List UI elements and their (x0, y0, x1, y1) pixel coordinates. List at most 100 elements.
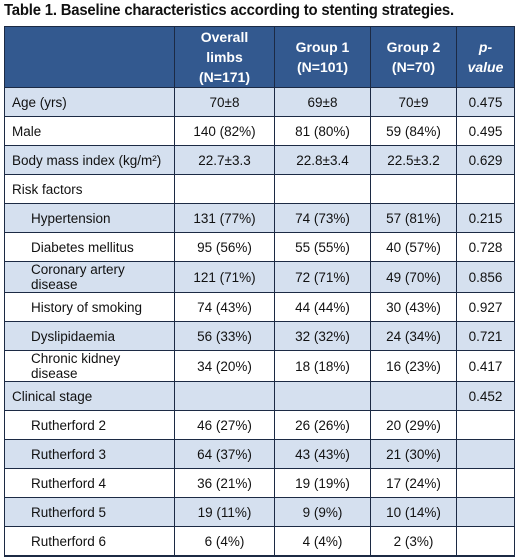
table-row: Risk factors (4, 174, 515, 204)
table-row: Rutherford 3 64 (37%) 43 (43%) 21 (30%) (4, 439, 515, 469)
table-row: Coronary artery disease 121 (71%) 72 (71%)… (4, 261, 515, 293)
group-2-cell: 59 (84%) (370, 116, 457, 146)
p-value-cell: 0.856 (456, 261, 515, 293)
p-value-cell (456, 410, 515, 440)
group-2-cell: 24 (34%) (370, 321, 457, 351)
table-row: Rutherford 5 19 (11%) 9 (9%) 10 (14%) (4, 497, 515, 527)
group-2-cell: 10 (14%) (370, 497, 457, 527)
table-row: Age (yrs) 70±8 69±8 70±9 0.475 (4, 87, 515, 117)
overall-limbs-cell: 131 (77%) (174, 203, 275, 233)
table-container: Table 1. Baseline characteristics accord… (4, 2, 515, 557)
row-label-cell: Rutherford 2 (4, 410, 175, 440)
overall-limbs-cell: 140 (82%) (174, 116, 275, 146)
overall-limbs-cell: 95 (56%) (174, 232, 275, 262)
p-value-cell: 0.927 (456, 292, 515, 322)
table-row: Hypertension 131 (77%) 74 (73%) 57 (81%) 0.2… (4, 203, 515, 233)
table-row: History of smoking 74 (43%) 44 (44%) 30 (43… (4, 292, 515, 322)
row-label-cell: Chronic kidney disease (4, 350, 175, 382)
group-2-cell (370, 174, 457, 204)
row-label-cell: Rutherford 5 (4, 497, 175, 527)
header-overall-limbs-n: (N=171) (199, 69, 250, 85)
group-2-cell: 16 (23%) (370, 350, 457, 382)
table-row: Dyslipidaemia 56 (33%) 32 (32%) 24 (34%) 0.7… (4, 321, 515, 351)
group-1-cell: 44 (44%) (274, 292, 371, 322)
row-label-cell: Body mass index (kg/m²) (4, 145, 175, 175)
header-p-value: p-value (456, 26, 515, 88)
group-1-cell: 69±8 (274, 87, 371, 117)
overall-limbs-cell: 121 (71%) (174, 261, 275, 293)
group-1-cell: 55 (55%) (274, 232, 371, 262)
p-value-cell: 0.452 (456, 381, 515, 411)
p-value-cell (456, 497, 515, 527)
group-1-cell (274, 381, 371, 411)
table-row: Male 140 (82%) 81 (80%) 59 (84%) 0.495 (4, 116, 515, 146)
header-overall-limbs-title: Overall limbs (200, 29, 249, 65)
row-label-cell: Rutherford 3 (4, 439, 175, 469)
table-row: Body mass index (kg/m²) 22.7±3.3 22.8±3.4 2… (4, 145, 515, 175)
group-1-cell: 43 (43%) (274, 439, 371, 469)
header-group-1-n: (N=101) (297, 59, 348, 75)
group-1-cell: 22.8±3.4 (274, 145, 371, 175)
overall-limbs-cell: 6 (4%) (174, 526, 275, 557)
table-row: Rutherford 2 46 (27%) 26 (26%) 20 (29%) (4, 410, 515, 440)
p-value-cell (456, 174, 515, 204)
overall-limbs-cell: 34 (20%) (174, 350, 275, 382)
row-label-cell: Rutherford 6 (4, 526, 175, 557)
overall-limbs-cell (174, 381, 275, 411)
table-body: Age (yrs) 70±8 69±8 70±9 0.475 Male 140 (82%) 8… (4, 87, 515, 557)
group-2-cell: 70±9 (370, 87, 457, 117)
header-overall-limbs: Overall limbs (N=171) (174, 26, 275, 88)
group-2-cell (370, 381, 457, 411)
p-value-cell: 0.417 (456, 350, 515, 382)
overall-limbs-cell (174, 174, 275, 204)
row-label-cell: Diabetes mellitus (4, 232, 175, 262)
p-value-cell: 0.629 (456, 145, 515, 175)
overall-limbs-cell: 70±8 (174, 87, 275, 117)
group-2-cell: 30 (43%) (370, 292, 457, 322)
table-caption: Table 1. Baseline characteristics accord… (4, 2, 454, 19)
group-1-cell: 32 (32%) (274, 321, 371, 351)
header-blank (4, 26, 175, 88)
overall-limbs-cell: 22.7±3.3 (174, 145, 275, 175)
p-value-cell: 0.475 (456, 87, 515, 117)
group-1-cell: 81 (80%) (274, 116, 371, 146)
group-2-cell: 40 (57%) (370, 232, 457, 262)
row-label-cell: Coronary artery disease (4, 261, 175, 293)
overall-limbs-cell: 74 (43%) (174, 292, 275, 322)
overall-limbs-cell: 36 (21%) (174, 468, 275, 498)
header-group-1-title: Group 1 (295, 39, 350, 55)
group-1-cell: 19 (19%) (274, 468, 371, 498)
row-label-cell: Dyslipidaemia (4, 321, 175, 351)
row-label-cell: Rutherford 4 (4, 468, 175, 498)
table-row: Chronic kidney disease 34 (20%) 18 (18%) 16… (4, 350, 515, 382)
p-value-cell: 0.728 (456, 232, 515, 262)
header-group-1: Group 1 (N=101) (274, 26, 371, 88)
group-2-cell: 57 (81%) (370, 203, 457, 233)
group-1-cell: 72 (71%) (274, 261, 371, 293)
p-value-cell (456, 526, 515, 557)
header-group-2-title: Group 2 (386, 39, 441, 55)
row-label-cell: History of smoking (4, 292, 175, 322)
p-value-cell (456, 468, 515, 498)
row-label-cell: Age (yrs) (4, 87, 175, 117)
p-value-cell: 0.721 (456, 321, 515, 351)
row-label-cell: Hypertension (4, 203, 175, 233)
overall-limbs-cell: 46 (27%) (174, 410, 275, 440)
group-1-cell (274, 174, 371, 204)
group-2-cell: 20 (29%) (370, 410, 457, 440)
header-group-2: Group 2 (N=70) (370, 26, 457, 88)
header-p-value-label: p-value (467, 39, 504, 75)
table-row: Diabetes mellitus 95 (56%) 55 (55%) 40 (57%… (4, 232, 515, 262)
group-2-cell: 17 (24%) (370, 468, 457, 498)
group-1-cell: 9 (9%) (274, 497, 371, 527)
overall-limbs-cell: 19 (11%) (174, 497, 275, 527)
group-2-cell: 49 (70%) (370, 261, 457, 293)
group-1-cell: 18 (18%) (274, 350, 371, 382)
group-1-cell: 4 (4%) (274, 526, 371, 557)
row-label-cell: Male (4, 116, 175, 146)
overall-limbs-cell: 64 (37%) (174, 439, 275, 469)
group-1-cell: 26 (26%) (274, 410, 371, 440)
group-2-cell: 2 (3%) (370, 526, 457, 557)
p-value-cell: 0.215 (456, 203, 515, 233)
overall-limbs-cell: 56 (33%) (174, 321, 275, 351)
